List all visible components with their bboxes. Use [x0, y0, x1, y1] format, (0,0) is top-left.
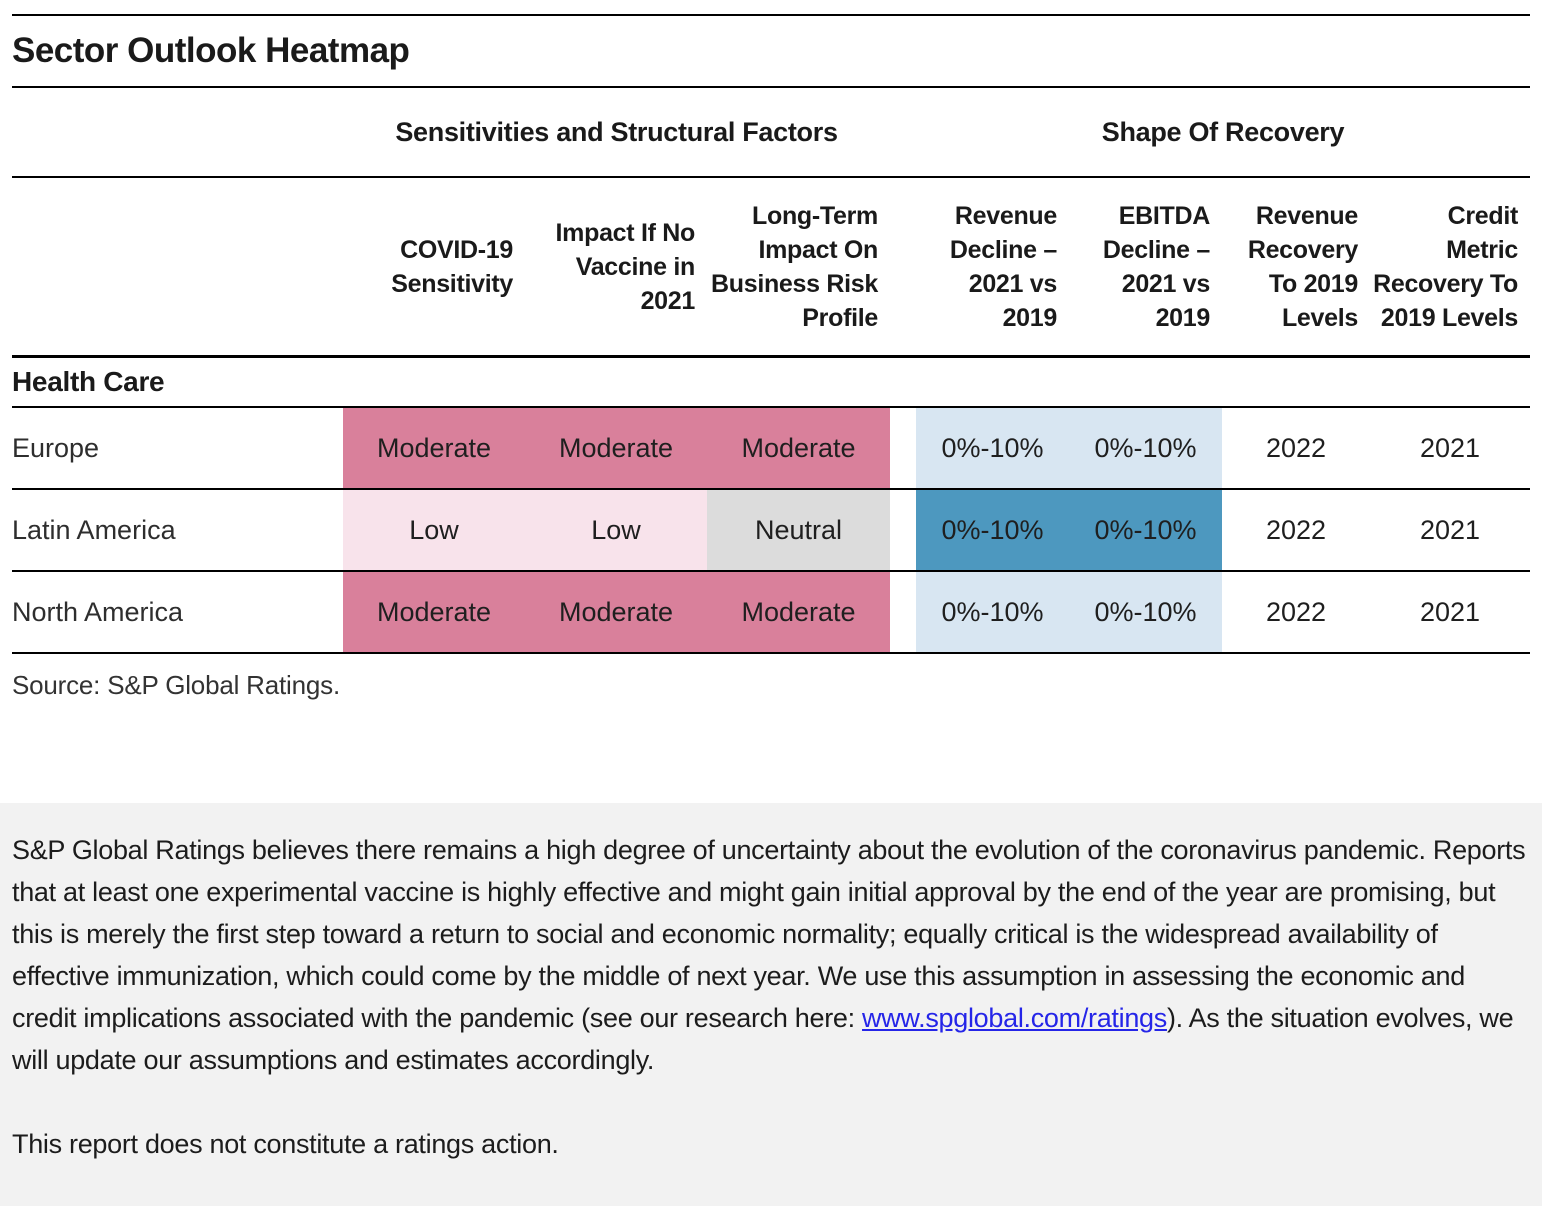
disclaimer-text: This report does not constitute a rating… — [12, 1129, 559, 1159]
row-label: Latin America — [12, 514, 176, 545]
heatmap-cell: Moderate — [525, 572, 707, 652]
table-row: Latin America Low Low Neutral 0%-10% 0%-… — [12, 490, 1530, 572]
footnote-text-pre: S&P Global Ratings believes there remain… — [12, 835, 1526, 1033]
column-header-covid-sensitivity: COVID-19 Sensitivity — [391, 235, 513, 298]
column-gap — [890, 408, 916, 488]
column-gap — [890, 572, 916, 652]
footnote-paragraph: S&P Global Ratings believes there remain… — [12, 829, 1528, 1081]
column-header-credit-metric-recovery: Credit Metric Recovery To 2019 Levels — [1373, 201, 1518, 332]
heatmap-cell: Moderate — [343, 408, 525, 488]
heatmap-cell: Low — [525, 490, 707, 570]
heatmap-cell: Moderate — [525, 408, 707, 488]
row-label: Europe — [12, 432, 100, 463]
report-page: Sector Outlook Heatmap Sensitivities and… — [0, 14, 1542, 701]
value-cell: 2022 — [1265, 596, 1327, 627]
value-cell: 2022 — [1265, 432, 1327, 463]
top-divider — [12, 14, 1530, 16]
footnote-box: S&P Global Ratings believes there remain… — [0, 803, 1542, 1206]
column-header-ebitda-decline: EBITDA Decline – 2021 vs 2019 — [1102, 201, 1210, 332]
row-label: North America — [12, 596, 184, 627]
column-header-revenue-recovery: Revenue Recovery To 2019 Levels — [1247, 201, 1358, 332]
column-header-no-vaccine-impact: Impact If No Vaccine in 2021 — [555, 218, 696, 315]
footnote-text-post: ). As the situation evolves, we will upd… — [12, 1003, 1514, 1075]
column-header-row: COVID-19 Sensitivity Impact If No Vaccin… — [12, 178, 1530, 358]
value-cell: 2021 — [1419, 514, 1481, 545]
column-header-revenue-decline: Revenue Decline – 2021 vs 2019 — [949, 201, 1057, 332]
table-row: North America Moderate Moderate Moderate… — [12, 572, 1530, 654]
title-divider — [12, 86, 1530, 88]
heatmap-cell: 0%-10% — [1069, 408, 1222, 488]
heatmap-cell: 0%-10% — [916, 408, 1069, 488]
section-row: Health Care — [12, 358, 1530, 408]
column-header-long-term-impact: Long-Term Impact On Business Risk Profil… — [710, 201, 878, 332]
source-note: Source: S&P Global Ratings. — [12, 670, 340, 700]
heatmap-cell: 0%-10% — [1069, 490, 1222, 570]
column-group-sensitivities: Sensitivities and Structural Factors — [395, 116, 838, 147]
column-group-shape-of-recovery: Shape Of Recovery — [1101, 116, 1345, 147]
value-cell: 2022 — [1265, 514, 1327, 545]
heatmap-cell: Neutral — [707, 490, 890, 570]
heatmap-cell: 0%-10% — [916, 572, 1069, 652]
heatmap-cell: Moderate — [707, 408, 890, 488]
ratings-link[interactable]: www.spglobal.com/ratings — [862, 1003, 1167, 1033]
column-group-header-row: Sensitivities and Structural Factors Sha… — [12, 88, 1530, 178]
heatmap-cell: Low — [343, 490, 525, 570]
heatmap-cell: Moderate — [707, 572, 890, 652]
value-cell: 2021 — [1419, 596, 1481, 627]
section-label-health-care: Health Care — [12, 366, 165, 397]
value-cell: 2021 — [1419, 432, 1481, 463]
heatmap-cell: Moderate — [343, 572, 525, 652]
column-gap — [890, 490, 916, 570]
table-row: Europe Moderate Moderate Moderate 0%-10%… — [12, 408, 1530, 490]
heatmap-cell: 0%-10% — [1069, 572, 1222, 652]
page-title: Sector Outlook Heatmap — [12, 31, 410, 70]
heatmap-cell: 0%-10% — [916, 490, 1069, 570]
